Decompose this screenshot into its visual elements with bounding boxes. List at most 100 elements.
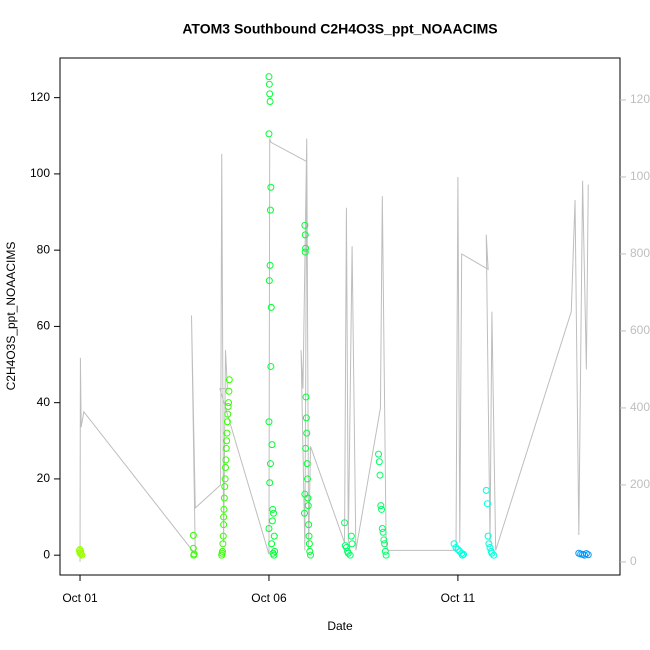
data-point [266, 460, 274, 468]
data-point [304, 502, 312, 510]
data-point [381, 540, 389, 548]
data-point [223, 437, 231, 445]
data-point [348, 540, 356, 548]
data-point [220, 513, 228, 521]
data-point [347, 532, 355, 540]
data-point [302, 244, 310, 252]
data-point [224, 410, 232, 418]
data-point [218, 547, 226, 555]
data-point [301, 231, 309, 239]
data-point [265, 130, 273, 138]
y-tick-label: 100 [30, 166, 50, 180]
data-point [220, 505, 228, 513]
data-point [305, 532, 313, 540]
data-point [265, 73, 273, 81]
data-point [225, 376, 233, 384]
data-point [270, 532, 278, 540]
data-point [375, 450, 383, 458]
y-tick-label: 20 [37, 471, 51, 485]
data-point [225, 399, 233, 407]
data-point [458, 551, 466, 559]
y2-tick-label: 8000 [630, 246, 650, 260]
data-point [307, 551, 315, 559]
data-point [454, 545, 462, 553]
data-point [486, 544, 494, 552]
data-point [450, 540, 458, 548]
data-point [379, 528, 387, 536]
data-point [344, 549, 352, 557]
data-point [483, 500, 491, 508]
data-point [265, 277, 273, 285]
data-point [269, 505, 277, 513]
data-point [582, 550, 590, 558]
data-point [305, 540, 313, 548]
y-tick-label: 60 [37, 319, 51, 333]
x-axis-label: Date [327, 619, 353, 633]
data-point [221, 483, 229, 491]
data-point [265, 418, 273, 426]
x-tick-label: Oct 06 [251, 591, 287, 605]
data-point [382, 551, 390, 559]
data-point [266, 261, 274, 269]
data-point [266, 90, 274, 98]
y2-tick-label: 6000 [630, 323, 650, 337]
data-point [490, 551, 498, 559]
data-point [301, 221, 309, 229]
data-point [304, 475, 312, 483]
data-point [265, 80, 273, 88]
data-point [268, 441, 276, 449]
data-point [375, 458, 383, 466]
data-point [488, 549, 496, 557]
data-point [219, 540, 227, 548]
y-tick-label: 120 [30, 90, 50, 104]
x-tick-label: Oct 11 [441, 591, 476, 605]
data-point [302, 414, 310, 422]
data-point [222, 444, 230, 452]
data-point [189, 531, 197, 539]
data-point [75, 547, 83, 555]
altitude-line [79, 138, 589, 562]
data-point [220, 494, 228, 502]
data-point [484, 532, 492, 540]
data-point [301, 248, 309, 256]
data-point [300, 509, 308, 517]
y-tick-label: 80 [37, 242, 51, 256]
x-tick-label: Oct 01 [62, 591, 98, 605]
data-point [266, 97, 274, 105]
data-point [584, 551, 592, 559]
chart-title: ATOM3 Southbound C2H4O3S_ppt_NOAACIMS [182, 21, 497, 37]
data-point [267, 362, 275, 370]
data-point [378, 505, 386, 513]
data-point [306, 547, 314, 555]
data-point [221, 475, 229, 483]
data-point [303, 460, 311, 468]
data-point [222, 463, 230, 471]
y2-tick-label: 12000 [630, 92, 650, 106]
data-point [304, 494, 312, 502]
data-point [266, 206, 274, 214]
data-point [267, 183, 275, 191]
data-point [268, 517, 276, 525]
data-point [380, 536, 388, 544]
data-point [220, 521, 228, 529]
y2-tick-label: 0 [630, 554, 637, 568]
data-point [346, 551, 354, 559]
data-point [580, 551, 588, 559]
y-tick-label: 0 [43, 547, 50, 561]
data-point [303, 429, 311, 437]
data-point [460, 550, 468, 558]
data-point [452, 544, 460, 552]
data-point [378, 524, 386, 532]
data-point [270, 551, 278, 559]
data-point [376, 471, 384, 479]
data-point [302, 444, 310, 452]
data-point [377, 502, 385, 510]
data-point [482, 486, 490, 494]
data-point [268, 540, 276, 548]
y-tick-label: 40 [37, 395, 51, 409]
y-axis-label: C2H4O3S_ppt_NOAACIMS [4, 242, 18, 391]
data-point [269, 509, 277, 517]
data-point [190, 551, 198, 559]
data-point [342, 544, 350, 552]
